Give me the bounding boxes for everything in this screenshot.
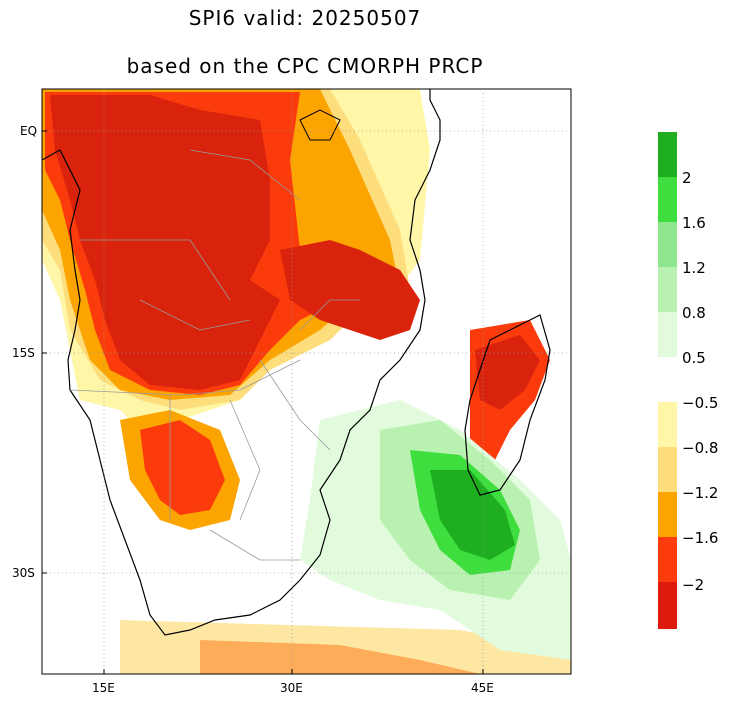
lat-label-15s: 15S [12, 346, 35, 360]
colorbar-top [658, 132, 677, 357]
madagascar-coastline [464, 314, 551, 496]
lat-label-30s: 30S [12, 566, 35, 580]
colorbar-label-0-8: 0.8 [682, 304, 706, 322]
colorbar-bottom-seg-3 [658, 537, 677, 582]
colorbar-top-seg-4 [658, 312, 677, 357]
dry-region-bottom-halo [120, 620, 571, 674]
axis-ticks [42, 130, 484, 674]
lon-label-45e: 45E [471, 681, 494, 695]
colorbar-label-1-6: 1.6 [682, 214, 706, 232]
colorbar-label-neg-1-2: −1.2 [682, 484, 719, 502]
colorbar-label-2: 2 [682, 169, 692, 187]
graticule [42, 89, 571, 674]
colorbar-bottom-seg-2 [658, 492, 677, 537]
map-field [42, 89, 571, 674]
colorbar-bottom-seg-0 [658, 402, 677, 447]
colorbar-label-0-5: 0.5 [682, 349, 706, 367]
colorbar-label-1-2: 1.2 [682, 259, 706, 277]
dry-region-south-core [140, 420, 225, 515]
colorbar-top-seg-1 [658, 177, 677, 222]
colorbar-bottom-seg-1 [658, 447, 677, 492]
dry-region-madagascar-core [475, 335, 540, 410]
colorbar-top-seg-2 [658, 222, 677, 267]
map-subtitle: based on the CPC CMORPH PRCP [126, 54, 484, 78]
country-borders [69, 149, 360, 561]
lake-outline [299, 109, 341, 141]
colorbar-label-neg-0-5: −0.5 [682, 394, 719, 412]
colorbar-label-neg-1-6: −1.6 [682, 529, 719, 547]
africa-coastline [42, 89, 441, 636]
colorbar-bottom [658, 402, 677, 629]
colorbar-bottom-seg-4 [658, 582, 677, 629]
dry-region-severe [50, 95, 280, 390]
colorbar-top-seg-3 [658, 267, 677, 312]
map-frame [41, 88, 572, 675]
colorbar-label-neg-2: −2 [682, 576, 705, 594]
colorbar-top-seg-0 [658, 132, 677, 177]
colorbar-label-neg-0-8: −0.8 [682, 439, 719, 457]
lat-label-eq: EQ [20, 124, 38, 138]
lon-label-30e: 30E [280, 681, 303, 695]
wet-region-core [430, 470, 515, 560]
lon-label-15e: 15E [92, 681, 115, 695]
map-title: SPI6 valid: 20250507 [188, 6, 422, 30]
